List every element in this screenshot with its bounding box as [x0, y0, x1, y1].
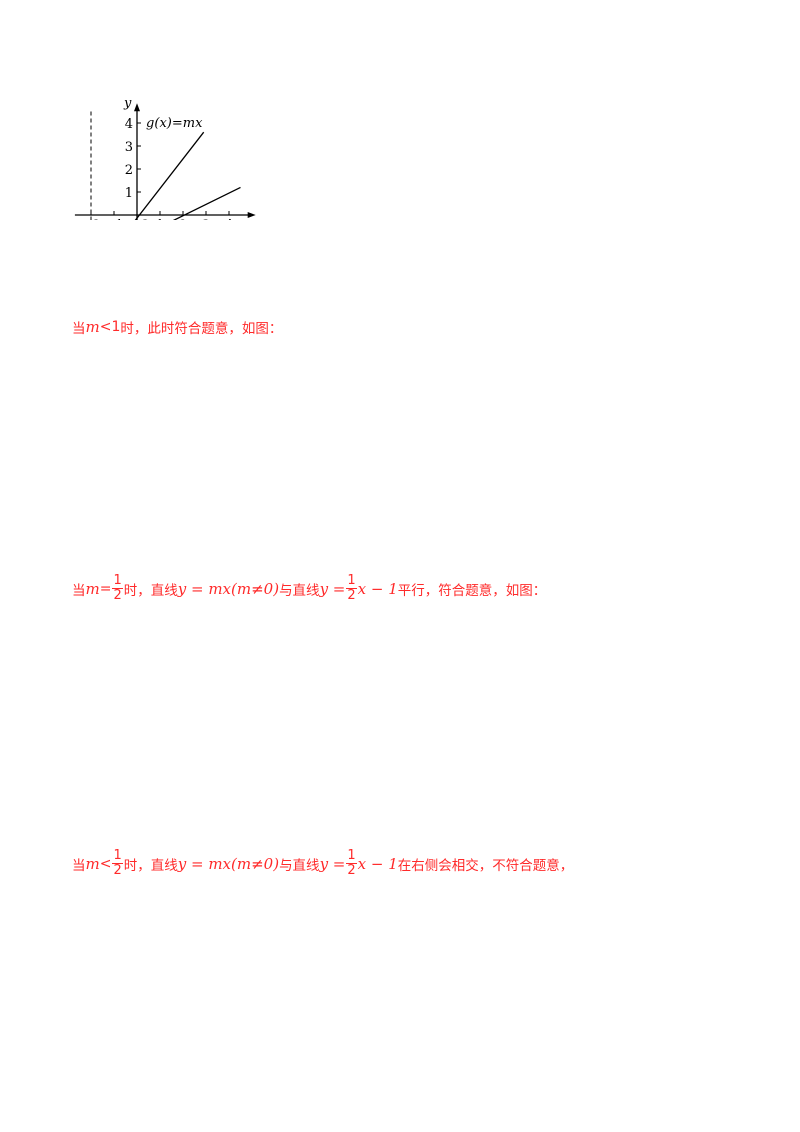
text: 时，直线: [123, 857, 178, 874]
equals: =: [99, 580, 112, 597]
y-tick-label: 3: [125, 140, 133, 155]
y-axis-arrow: [134, 103, 140, 112]
denominator: 2: [347, 588, 356, 603]
x-axis-arrow: [247, 212, 256, 218]
denominator: 2: [347, 863, 356, 878]
x-tick-label: 1: [156, 218, 164, 220]
f-line: [172, 186, 241, 220]
var-m: m: [85, 579, 100, 598]
x-axis-label: x: [252, 219, 260, 220]
x-tick-label: −1: [104, 218, 123, 220]
x-tick-label: 4: [225, 218, 233, 220]
x-tick-label: 3: [202, 218, 210, 220]
less-than: <: [99, 855, 112, 872]
y-tick-label: 2: [125, 163, 133, 178]
y-axis-label: y: [123, 96, 132, 111]
text-m-less-than-1: 当 m < 1 时，此时符合题意，如图：: [72, 317, 282, 337]
less-than: <: [99, 319, 112, 335]
expr: y = mx: [177, 854, 232, 873]
expr: x − 1: [357, 579, 398, 598]
denominator: 2: [113, 588, 122, 603]
number: 1: [111, 319, 121, 335]
expr: y =: [319, 854, 346, 873]
origin-label: O: [139, 218, 150, 220]
expr: x − 1: [357, 854, 398, 873]
g-line: [134, 131, 205, 220]
text: 时，直线: [123, 582, 178, 599]
numerator: 1: [346, 573, 357, 589]
text: 当: [72, 321, 86, 337]
g-label: g(x)=mx: [146, 116, 203, 131]
y-tick-label: 4: [125, 117, 133, 132]
x-tick-label: 2: [179, 218, 187, 220]
expr: (m≠0): [231, 854, 280, 873]
numerator: 1: [112, 848, 123, 864]
expr: y = mx: [177, 579, 232, 598]
text: 与直线: [279, 857, 320, 874]
text: 时，此时符合题意，如图：: [120, 321, 283, 337]
text: 与直线: [279, 582, 320, 599]
denominator: 2: [113, 863, 122, 878]
graph-m-less-than-1-case: xyO−2−112344321−1−2−3g(x)=mxf(x)=12x−1E: [74, 96, 260, 220]
expr: y =: [319, 579, 346, 598]
text: 当: [72, 857, 86, 874]
numerator: 1: [346, 848, 357, 864]
y-tick-label: 1: [125, 186, 133, 201]
var-m: m: [85, 318, 100, 336]
text: 在右侧会相交，不符合题意，: [397, 857, 574, 874]
graph-m-equals-half-case: xyO−2−112344321−1−2−3g(x)=mxf(x)=12x−1E: [0, 0, 300, 220]
numerator: 1: [112, 573, 123, 589]
text: 当: [72, 582, 86, 599]
expr: (m≠0): [231, 579, 280, 598]
var-m: m: [85, 854, 100, 873]
text: 平行，符合题意，如图：: [397, 582, 547, 599]
